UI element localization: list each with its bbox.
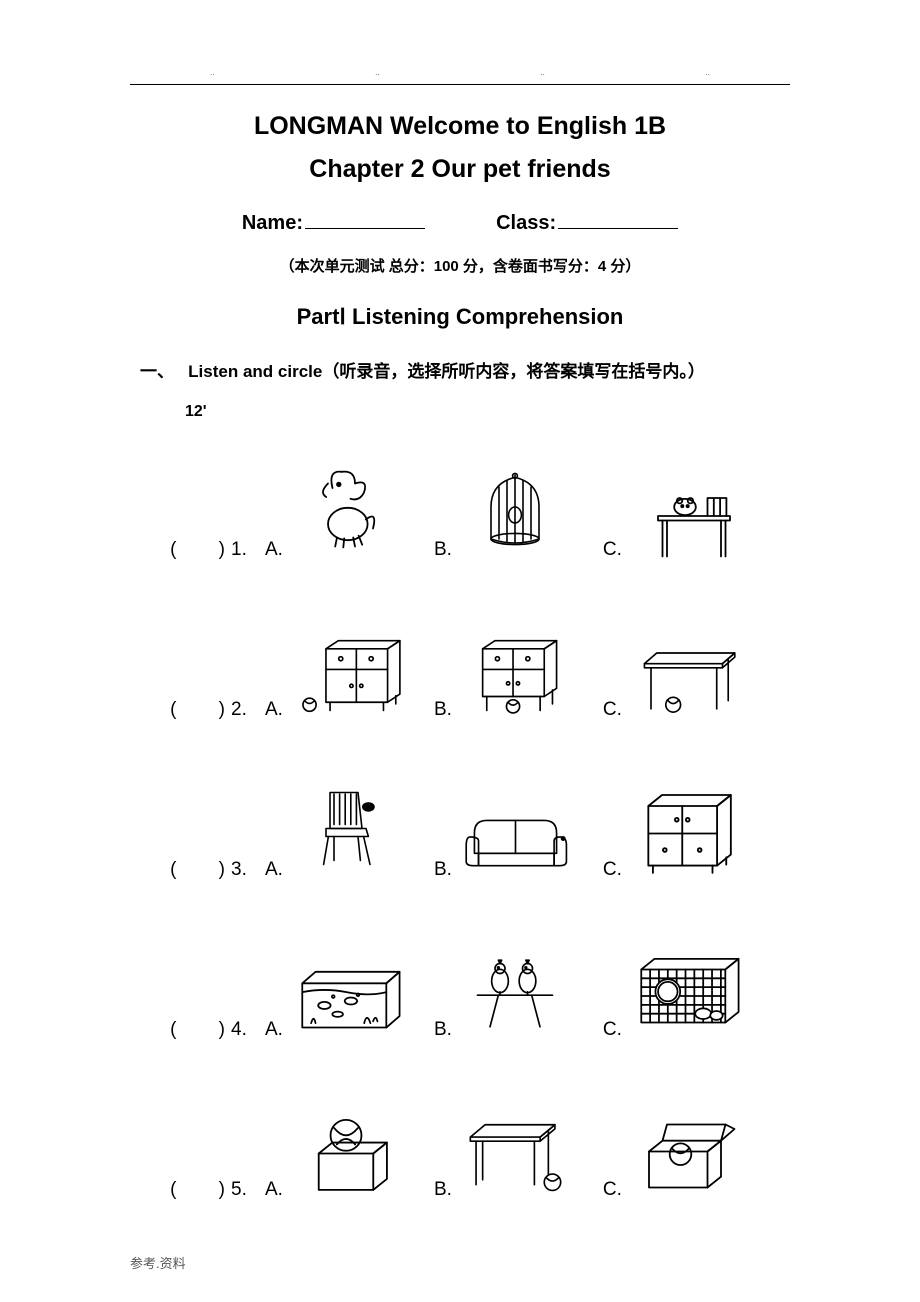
question-number: 5. [231,1179,265,1201]
option-letter: C. [603,1019,622,1041]
option-letter: A. [265,699,283,721]
section-text: Listen and circle（听录音，选择所听内容，将答案填写在括号内。） [188,362,705,381]
ball-in-box-icon [628,1101,743,1201]
cupboard-ball-left-icon [289,621,404,721]
answer-paren[interactable]: ( ) [130,1179,231,1201]
option: C. [603,941,743,1041]
question-row: ( )4.A. B. C. [130,931,790,1041]
answer-paren[interactable]: ( ) [130,1019,231,1041]
score-line: （本次单元测试 总分：100 分，含卷面书写分：4 分） [130,255,790,276]
questions-container: ( )1.A.B.C.( )2.A.B.C.( )3.A.B.C.( )4.A.… [130,451,790,1201]
doc-title: LONGMAN Welcome to English 1B [130,112,790,141]
option: B. [434,781,573,881]
name-label: Name: [242,212,303,234]
option: C. [603,621,743,721]
option-letter: C. [603,699,622,721]
name-class-line: Name: Class: [130,208,790,235]
dog-icon [289,461,404,561]
option-letter: A. [265,1019,283,1041]
header-rule [130,84,790,85]
option: B. [434,461,573,561]
option-letter: C. [603,859,622,881]
option: B. [434,621,573,721]
option-letter: B. [434,699,452,721]
class-label: Class: [496,212,556,234]
option-letter: C. [603,539,622,561]
question-row: ( )2.A. B. C. [130,611,790,721]
ball-on-box-icon [289,1101,404,1201]
option: C. [603,461,743,561]
question-number: 3. [231,859,265,881]
option: A. [265,621,404,721]
name-blank[interactable] [305,208,425,229]
section-number: 一、 [140,362,174,381]
option-letter: B. [434,1019,452,1041]
option-letter: C. [603,1179,622,1201]
question-row: ( )1.A. B. C. [130,451,790,561]
doc-subtitle: Chapter 2 Our pet friends [130,155,790,184]
option-letter: B. [434,1179,452,1201]
birds-perch-icon [458,941,573,1041]
option-letter: A. [265,539,283,561]
option: C. [603,781,743,881]
answer-paren[interactable]: ( ) [130,539,231,561]
birdcage-icon [458,461,573,561]
option-letter: A. [265,1179,283,1201]
cupboard-icon [628,781,743,881]
option: A. [265,461,404,561]
question-row: ( )5.A. B. C. [130,1091,790,1201]
question-row: ( )3.A. B. C. [130,771,790,881]
section1-points: 12' [185,403,790,421]
fishtank-icon [289,941,404,1041]
option-letter: B. [434,859,452,881]
option: C. [603,1101,743,1201]
question-number: 2. [231,699,265,721]
chair-icon [289,781,404,881]
class-blank[interactable] [558,208,678,229]
question-number: 4. [231,1019,265,1041]
answer-paren[interactable]: ( ) [130,859,231,881]
option-letter: B. [434,539,452,561]
option: A. [265,941,404,1041]
table-ball-beside-icon [458,1101,573,1201]
footer-text: 参考.资料 [130,1253,186,1272]
section1-instruction: 一、 Listen and circle（听录音，选择所听内容，将答案填写在括号… [140,358,790,385]
sofa-icon [458,781,573,881]
option: A. [265,1101,404,1201]
option: A. [265,781,404,881]
option: B. [434,941,573,1041]
hamster-behind-table-icon [628,461,743,561]
cupboard-ball-under-icon [458,621,573,721]
part-heading: PartⅠ Listening Comprehension [130,304,790,330]
answer-paren[interactable]: ( ) [130,699,231,721]
option: B. [434,1101,573,1201]
question-number: 1. [231,539,265,561]
cage-hamsters-icon [628,941,743,1041]
table-ball-under-icon [628,621,743,721]
option-letter: A. [265,859,283,881]
header-dots: ........ [130,68,790,77]
worksheet-page: ........ LONGMAN Welcome to English 1B C… [0,0,920,1302]
